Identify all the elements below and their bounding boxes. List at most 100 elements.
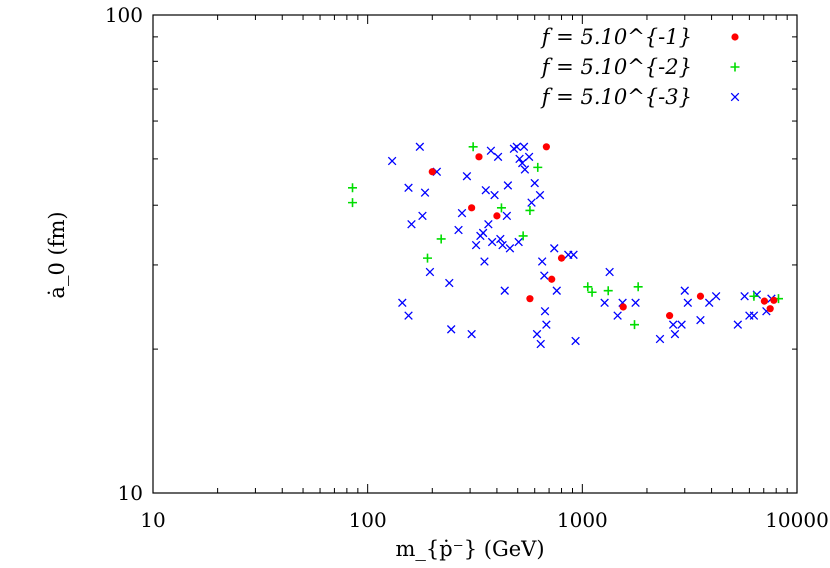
data-point bbox=[536, 339, 545, 349]
data-point bbox=[454, 225, 463, 235]
data-point bbox=[668, 320, 678, 329]
data-point bbox=[619, 303, 627, 311]
data-point bbox=[490, 190, 499, 200]
x-tick-label: 1000 bbox=[557, 508, 608, 532]
data-point bbox=[603, 286, 613, 296]
data-point bbox=[487, 237, 497, 247]
data-point bbox=[514, 237, 523, 247]
data-point bbox=[404, 183, 413, 193]
data-point bbox=[457, 208, 467, 218]
data-point bbox=[542, 143, 550, 151]
data-point bbox=[475, 153, 483, 161]
data-point bbox=[630, 320, 640, 330]
data-point bbox=[519, 142, 529, 152]
data-point bbox=[518, 158, 527, 168]
legend-marker bbox=[730, 92, 740, 102]
series-1 bbox=[428, 143, 778, 320]
x-tick-label: 100 bbox=[349, 508, 387, 532]
data-point bbox=[542, 320, 551, 329]
data-point bbox=[418, 211, 427, 221]
data-point bbox=[533, 162, 543, 172]
data-point bbox=[471, 240, 481, 250]
data-point bbox=[498, 240, 507, 250]
y-tick-label: 100 bbox=[105, 3, 143, 27]
data-point bbox=[420, 188, 430, 197]
data-point bbox=[486, 146, 496, 156]
data-point bbox=[496, 203, 506, 213]
data-point bbox=[525, 205, 535, 215]
data-point bbox=[348, 198, 358, 208]
data-point bbox=[515, 154, 524, 164]
data-point bbox=[680, 286, 690, 295]
data-point bbox=[518, 231, 528, 241]
data-point bbox=[557, 254, 566, 262]
legend-entry-label: f = 5.10^{-1} bbox=[540, 25, 692, 49]
data-point bbox=[446, 325, 456, 334]
data-point bbox=[445, 278, 454, 288]
data-point bbox=[467, 329, 476, 339]
data-point bbox=[711, 291, 721, 301]
data-point bbox=[537, 257, 547, 266]
data-point bbox=[436, 234, 446, 244]
data-point bbox=[733, 320, 743, 329]
data-point bbox=[540, 271, 549, 280]
data-point bbox=[655, 334, 665, 344]
data-point bbox=[526, 295, 534, 303]
data-point bbox=[462, 171, 472, 181]
legend-entry-label: f = 5.10^{-2} bbox=[540, 55, 692, 79]
legend: f = 5.10^{-1} f = 5.10^{-2} f = 5.10^{-3} bbox=[540, 25, 740, 109]
legend-marker bbox=[731, 33, 739, 41]
data-point bbox=[633, 282, 643, 292]
data-point bbox=[696, 315, 705, 325]
data-point bbox=[605, 267, 614, 277]
data-point bbox=[677, 320, 686, 329]
data-point bbox=[552, 286, 562, 295]
y-tick-label: 10 bbox=[118, 481, 143, 505]
data-point bbox=[468, 142, 478, 152]
data-point bbox=[398, 298, 407, 308]
data-point bbox=[532, 329, 542, 339]
plot-area bbox=[152, 14, 798, 494]
x-tick-label: 10000 bbox=[765, 508, 829, 532]
data-point bbox=[600, 298, 609, 308]
data-point bbox=[540, 306, 550, 316]
data-point bbox=[527, 198, 536, 207]
data-point bbox=[535, 190, 545, 200]
data-point bbox=[480, 257, 489, 266]
data-point bbox=[740, 291, 749, 301]
data-point bbox=[524, 152, 534, 162]
x-axis-label: m_{ṗ⁻} (GeV) bbox=[395, 537, 544, 561]
data-point bbox=[571, 336, 580, 346]
x-tick-label: 10 bbox=[140, 508, 165, 532]
data-point bbox=[425, 267, 435, 277]
data-point bbox=[704, 298, 714, 308]
series-2 bbox=[348, 142, 783, 330]
data-point bbox=[387, 156, 397, 166]
data-point bbox=[583, 282, 593, 292]
data-point bbox=[348, 183, 358, 193]
y-axis-label: ȧ_0 (fm) bbox=[45, 211, 69, 298]
data-point bbox=[404, 311, 413, 320]
data-point bbox=[481, 185, 491, 195]
data-point bbox=[530, 178, 539, 188]
data-point bbox=[613, 311, 622, 320]
data-point bbox=[478, 228, 488, 238]
data-point bbox=[548, 275, 556, 283]
data-point bbox=[503, 181, 513, 190]
data-point bbox=[423, 253, 433, 263]
data-points bbox=[348, 142, 783, 349]
data-point bbox=[749, 311, 759, 320]
data-point bbox=[670, 329, 680, 339]
axes-ticks: 10 100 1000 10000 10 100 bbox=[105, 3, 829, 532]
data-point bbox=[512, 142, 522, 152]
data-point bbox=[770, 296, 778, 304]
data-point bbox=[500, 286, 509, 295]
data-point bbox=[496, 234, 505, 244]
data-point bbox=[505, 244, 515, 253]
data-point bbox=[502, 211, 512, 221]
legend-marker bbox=[730, 62, 740, 72]
data-point bbox=[696, 292, 705, 300]
legend-entry-label: f = 5.10^{-3} bbox=[540, 85, 692, 109]
data-point bbox=[683, 298, 693, 308]
